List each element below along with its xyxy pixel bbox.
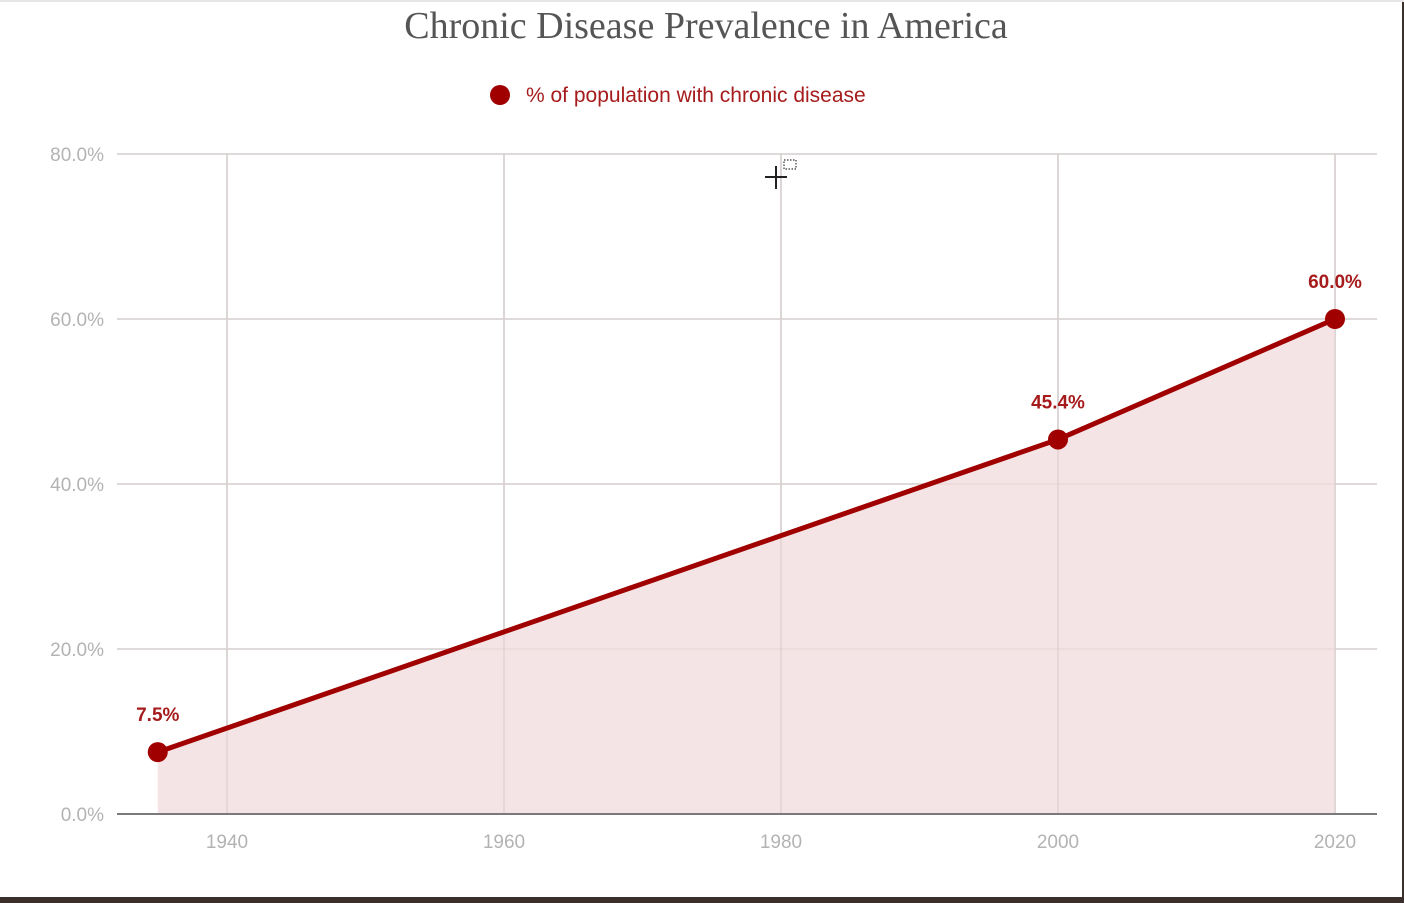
tick-labels-layer: 0.0% 20.0% 40.0% 60.0% 80.0% 1940 1960 1980 2000… (50, 145, 1356, 853)
area-layer (117, 153, 1377, 814)
y-tick-label: 20.0% (50, 640, 104, 661)
x-tick-label: 1940 (206, 832, 248, 853)
y-tick-label: 80.0% (50, 145, 104, 166)
x-tick-label: 1960 (483, 832, 525, 853)
legend-label: % of population with chronic disease (526, 84, 866, 107)
points-layer (147, 309, 1345, 763)
y-tick-label: 60.0% (50, 310, 104, 331)
data-label: 60.0% (1308, 272, 1362, 293)
data-point (1048, 429, 1068, 450)
top-border (0, 0, 1404, 2)
crosshair-cursor-icon (765, 159, 797, 189)
x-tick-label: 1980 (760, 832, 802, 853)
data-labels-layer: 7.5% 45.4% 60.0% (136, 272, 1362, 726)
data-label: 45.4% (1031, 392, 1085, 413)
y-tick-label: 0.0% (61, 805, 104, 826)
series-area (157, 319, 1335, 814)
legend-marker-icon (490, 85, 510, 105)
data-label: 7.5% (136, 705, 179, 726)
legend[interactable]: % of population with chronic disease (490, 84, 866, 107)
data-point (147, 742, 168, 763)
x-tick-label: 2020 (1314, 832, 1356, 853)
y-tick-label: 40.0% (50, 475, 104, 496)
x-tick-label: 2000 (1037, 832, 1079, 853)
chart-title: Chronic Disease Prevalence in America (404, 5, 1008, 47)
data-point (1325, 309, 1345, 329)
